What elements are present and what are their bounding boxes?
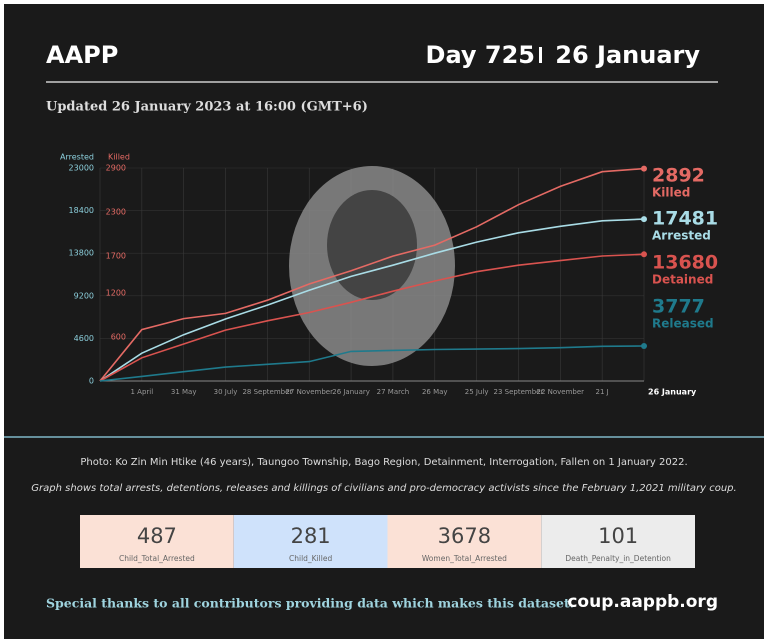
stat-card — [387, 515, 542, 568]
graph-caption: Graph shows total arrests, detentions, r… — [31, 483, 736, 494]
end-value-label: 17481 — [652, 208, 718, 230]
photo-portrait — [327, 190, 417, 300]
x-tick-label: 28 September — [242, 388, 292, 396]
end-point — [641, 216, 647, 223]
x-tick-label: 1 April — [131, 388, 154, 396]
legend-label: Arrested — [652, 229, 711, 243]
stat-value: 3678 — [438, 524, 491, 548]
y2-tick-label: 1200 — [106, 288, 126, 297]
thanks: Special thanks to all contributors provi… — [46, 596, 574, 611]
title: AAPP — [46, 41, 118, 69]
day: Day 725 — [426, 41, 535, 69]
updated: Updated 26 January 2023 at 16:00 (GMT+6) — [46, 100, 368, 115]
end-point — [641, 165, 647, 172]
end-value-label: 3777 — [652, 296, 705, 318]
end-point — [641, 343, 647, 350]
end-value-label: 2892 — [652, 165, 705, 187]
stat-label: Death_Penalty_in_Detention — [565, 554, 671, 563]
y-tick-label: 0 — [89, 377, 94, 386]
stat-card — [233, 515, 388, 568]
legend-label: Killed — [652, 186, 690, 200]
photo-caption: Photo: Ko Zin Min Htike (46 years), Taun… — [80, 457, 687, 468]
y2-tick-label: 2300 — [106, 208, 126, 217]
divider — [539, 47, 542, 63]
y-tick-label: 18400 — [69, 206, 94, 215]
y2-tick-label: 1700 — [106, 252, 126, 261]
stat-card — [541, 515, 695, 568]
date: 26 January — [555, 41, 700, 69]
y-tick-label: 23000 — [69, 164, 94, 173]
end-value-label: 13680 — [652, 252, 718, 274]
x-tick-label: 26 January — [648, 388, 697, 397]
series-line — [99, 253, 645, 382]
x-tick-label: 27 November — [285, 388, 333, 396]
x-tick-label: 25 July — [465, 388, 489, 396]
site: coup.aappb.org — [567, 592, 718, 612]
x-tick-label: 26 January — [332, 388, 370, 396]
x-tick-label: 27 March — [377, 388, 409, 396]
legend-label: Released — [652, 317, 714, 331]
stat-value: 487 — [137, 524, 177, 548]
x-tick-label: 23 September — [494, 388, 544, 396]
y2-tick-label: 600 — [111, 332, 126, 341]
y-tick-label: 13800 — [69, 249, 94, 258]
y2-axis-label: Killed — [108, 153, 130, 162]
series-line — [99, 218, 645, 382]
stat-label: Women_Total_Arrested — [422, 554, 507, 563]
stat-label: Child_Killed — [289, 554, 332, 563]
y-axis-label: Arrested — [60, 153, 94, 162]
y-tick-label: 9200 — [74, 291, 94, 300]
x-tick-label: 22 November — [537, 388, 585, 396]
series-line — [99, 345, 645, 382]
legend-label: Detained — [652, 273, 713, 287]
series-line — [99, 167, 645, 382]
stat-card — [80, 515, 234, 568]
y-tick-label: 4600 — [74, 334, 94, 343]
x-tick-label: 30 July — [214, 388, 238, 396]
stat-value: 281 — [291, 524, 331, 548]
stat-value: 101 — [598, 524, 638, 548]
x-tick-label: 26 May — [422, 388, 448, 396]
stat-label: Child_Total_Arrested — [119, 554, 195, 563]
x-tick-label: 31 May — [171, 388, 197, 396]
end-point — [641, 251, 647, 258]
y2-tick-label: 2900 — [106, 164, 126, 173]
x-tick-label: 21 J — [596, 388, 609, 396]
